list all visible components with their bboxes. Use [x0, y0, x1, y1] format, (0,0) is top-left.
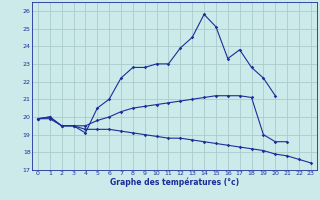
X-axis label: Graphe des températures (°c): Graphe des températures (°c) — [110, 178, 239, 187]
